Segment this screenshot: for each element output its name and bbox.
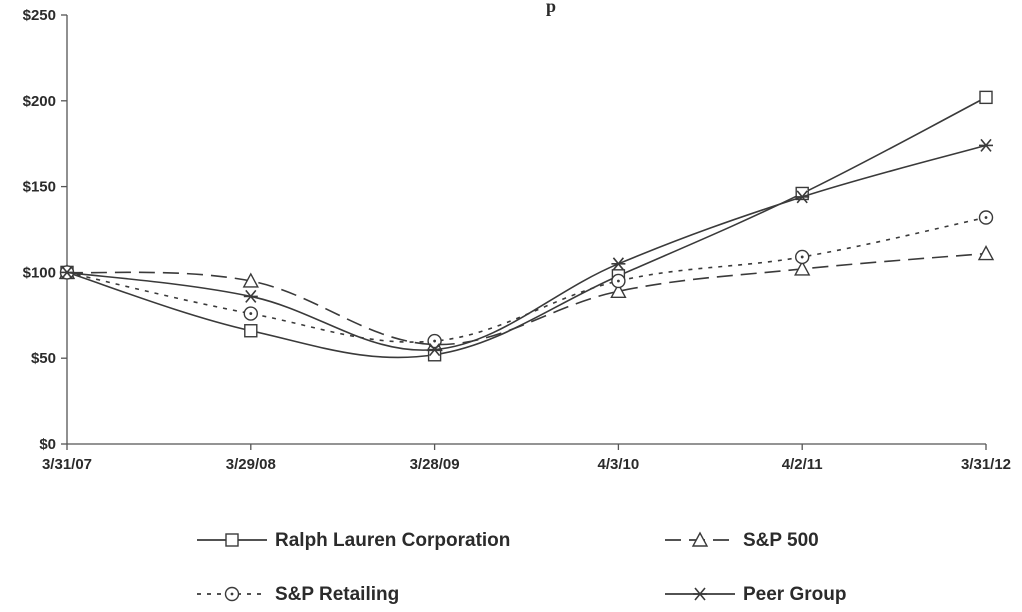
chart-title: p [546,0,556,16]
series-asterisk [60,138,993,357]
x-tick-label: 3/31/12 [961,456,1011,473]
x-tick-label: 3/31/07 [42,456,92,473]
data-point-asterisk [60,265,74,279]
series-line [66,96,987,359]
x-tick-label: 4/3/10 [598,456,640,473]
legend-item: Ralph Lauren Corporation [197,530,510,551]
data-point-circle [978,210,994,225]
series-line [66,144,987,351]
data-point-asterisk [795,190,810,204]
data-point-asterisk [243,289,258,303]
series-line [66,216,987,343]
legend-label: S&P 500 [743,530,819,551]
x-tick-label: 3/29/08 [226,456,276,473]
data-point-circle [611,273,626,289]
y-tick-label: $250 [23,7,56,24]
legend-marker-square [225,533,239,547]
x-tick-label: 4/2/11 [782,456,823,473]
series-square [60,90,993,362]
data-point-square [244,324,258,338]
legend-item: S&P Retailing [197,584,399,605]
data-point-triangle [242,272,259,288]
legend-item: Peer Group [665,584,846,605]
data-point-square [979,90,993,105]
y-tick-label: $100 [23,264,56,281]
legend-label: Peer Group [743,584,846,605]
data-point-asterisk [979,138,993,152]
data-point-asterisk [611,257,626,271]
y-tick-label: $200 [23,93,56,110]
data-point-circle [795,249,810,265]
legend-marker-circle [224,586,240,602]
data-point-circle [427,333,442,349]
y-tick-label: $0 [39,436,56,453]
legend-marker-triangle [691,531,709,547]
y-tick-label: $150 [23,179,56,196]
legend-label: Ralph Lauren Corporation [275,530,510,551]
x-tick-label: 3/28/09 [410,456,460,473]
legend-marker-asterisk [693,587,707,601]
data-point-triangle [977,245,995,261]
series-triangle [58,245,995,352]
series-line [66,252,987,346]
data-point-asterisk [427,343,442,357]
data-point-circle [243,306,259,321]
data-point-triangle [610,282,627,298]
legend-label: S&P Retailing [275,584,399,605]
series-circle [59,210,994,349]
data-point-triangle [794,260,811,276]
y-tick-label: $50 [31,350,56,367]
legend-item: S&P 500 [665,530,819,551]
